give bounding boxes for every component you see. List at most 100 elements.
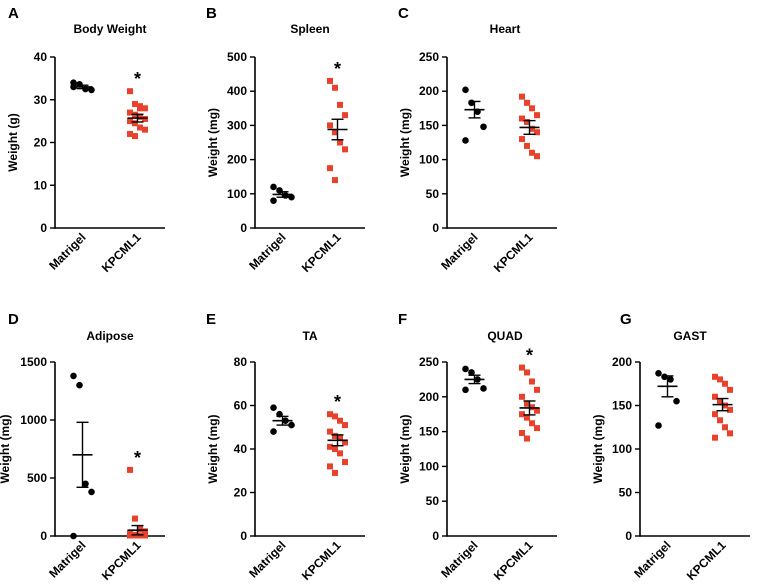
y-tick-label: 1500 [20, 355, 47, 369]
data-point [534, 407, 540, 414]
series-matrigel [270, 183, 295, 204]
x-category-label: KPCML1 [299, 538, 344, 583]
data-point [342, 439, 348, 446]
data-point [337, 139, 343, 146]
y-axis-label: Weight (mg) [206, 108, 220, 177]
y-tick-label: 80 [234, 355, 248, 369]
data-point [327, 443, 333, 450]
panel-letter: G [620, 311, 632, 328]
data-point [529, 105, 535, 112]
data-point [137, 124, 143, 131]
data-point [142, 532, 148, 539]
significance-marker: * [334, 59, 341, 79]
y-tick-label: 100 [419, 459, 439, 473]
chart-title: Spleen [290, 22, 329, 36]
data-point [332, 84, 338, 91]
panel-c: C Heart 0 50 100 150 200 250 Weight (mg) Matrigel… [398, 5, 557, 275]
data-point [337, 435, 343, 442]
y-tick-label: 50 [426, 494, 440, 508]
data-point [722, 402, 728, 409]
y-axis-label: Weight (mg) [206, 414, 220, 483]
panel-e: E TA 0 20 40 60 80 Weight (mg) Matrigel * KPCML1 [206, 311, 365, 583]
series-kpcml1: * [127, 69, 148, 140]
data-point [342, 422, 348, 429]
data-point [327, 463, 333, 470]
y-tick-label: 150 [419, 118, 439, 132]
data-point [524, 142, 530, 149]
data-point [270, 183, 277, 191]
data-point [667, 376, 674, 383]
data-point [717, 417, 723, 424]
y-tick-label: 30 [34, 93, 48, 107]
y-axis-label: Weight (mg) [591, 414, 605, 483]
series-kpcml1 [519, 93, 540, 160]
data-point [519, 93, 525, 100]
series-kpcml1: * [127, 448, 148, 539]
data-point [727, 430, 733, 437]
chart-title: Adipose [86, 329, 134, 343]
y-tick-label: 400 [227, 84, 247, 98]
panel-b: B Spleen 0 100 200 300 400 500 Weight (mg) Matrig… [206, 5, 365, 275]
panel-letter: C [398, 5, 409, 22]
series-kpcml1: * [327, 392, 348, 476]
x-category-label: Matrigel [246, 230, 288, 272]
data-point [480, 385, 487, 392]
y-tick-label: 500 [227, 50, 247, 64]
y-tick-label: 250 [419, 355, 439, 369]
panel-f: F QUAD 0 50 100 150 200 250 Weight (mg) Matrigel *… [398, 311, 557, 583]
y-tick-label: 20 [234, 486, 248, 500]
data-point [717, 398, 723, 405]
chart-title: TA [302, 329, 317, 343]
significance-marker: * [134, 69, 141, 89]
data-point [332, 413, 338, 420]
data-point [727, 406, 733, 413]
data-point [82, 480, 89, 488]
x-category-label: Matrigel [46, 230, 88, 272]
data-point [534, 153, 540, 160]
data-point [132, 515, 138, 522]
y-tick-label: 10 [34, 178, 48, 192]
x-category-label: Matrigel [438, 538, 480, 580]
data-point [137, 105, 143, 112]
data-point [127, 109, 133, 116]
y-tick-label: 500 [27, 471, 47, 485]
data-point [462, 86, 469, 94]
data-point [327, 411, 333, 418]
data-point [524, 435, 530, 442]
data-point [529, 149, 535, 156]
data-point [142, 115, 148, 122]
data-point [342, 146, 348, 153]
data-point [342, 112, 348, 119]
y-axis-label: Weight (mg) [0, 414, 12, 483]
x-category-label: Matrigel [438, 230, 480, 272]
data-point [142, 126, 148, 133]
x-category-label: KPCML1 [491, 538, 536, 583]
x-category-label: KPCML1 [491, 230, 536, 275]
data-point [524, 369, 530, 376]
data-point [524, 118, 530, 125]
data-point [88, 488, 95, 496]
data-point [462, 386, 469, 394]
panel-letter: A [8, 5, 19, 22]
y-tick-label: 100 [612, 442, 632, 456]
data-point [529, 125, 535, 132]
series-matrigel [70, 372, 95, 540]
data-point [337, 101, 343, 108]
y-tick-label: 200 [419, 390, 439, 404]
data-point [337, 450, 343, 457]
data-point [127, 88, 133, 95]
data-point [288, 193, 295, 201]
y-tick-label: 200 [419, 84, 439, 98]
panel-letter: F [398, 311, 407, 328]
y-tick-label: 0 [240, 529, 247, 543]
y-tick-label: 200 [227, 153, 247, 167]
data-point [480, 123, 487, 131]
data-point [519, 136, 525, 143]
y-axis-label: Weight (mg) [398, 108, 412, 177]
data-point [332, 177, 338, 184]
data-point [529, 378, 535, 385]
panel-g: G GAST 0 50 100 150 200 Weight (mg) Matrigel KPCM… [591, 311, 750, 583]
data-point [288, 421, 295, 429]
data-point [712, 411, 718, 418]
